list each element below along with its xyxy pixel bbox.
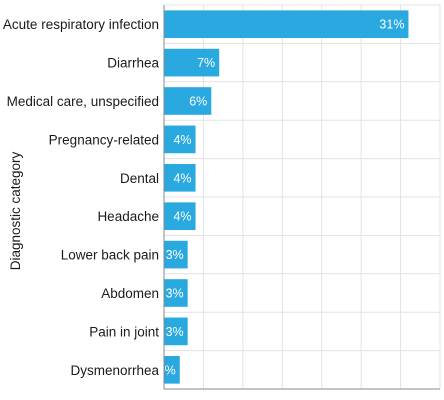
value-label: 3% bbox=[166, 325, 184, 339]
value-label: 3% bbox=[166, 248, 184, 262]
value-label: 4% bbox=[173, 133, 191, 147]
value-label: 3% bbox=[166, 287, 184, 301]
bar bbox=[164, 87, 212, 115]
value-labels: 31% 7% 6% 4% 4% 4% 3% 3% 3% 2% bbox=[158, 18, 405, 378]
category-label: Dental bbox=[120, 171, 159, 186]
category-label: Headache bbox=[97, 209, 159, 224]
value-label: 6% bbox=[189, 95, 207, 109]
value-label: 4% bbox=[173, 210, 191, 224]
bar bbox=[164, 10, 409, 39]
bar bbox=[164, 279, 188, 307]
category-label: Pain in joint bbox=[89, 324, 159, 339]
y-axis-title: Diagnostic category bbox=[8, 151, 23, 270]
bar bbox=[164, 48, 220, 77]
bar bbox=[164, 240, 188, 269]
category-label: Medical care, unspecified bbox=[7, 94, 159, 109]
bar bbox=[164, 355, 180, 384]
bar bbox=[164, 163, 196, 192]
category-label: Pregnancy-related bbox=[49, 132, 159, 147]
value-label: 31% bbox=[379, 18, 404, 32]
category-label: Diarrhea bbox=[107, 56, 159, 71]
value-label: 2% bbox=[158, 363, 176, 377]
bar bbox=[164, 202, 196, 231]
bar bbox=[164, 317, 188, 346]
bars bbox=[164, 10, 409, 384]
value-label: 4% bbox=[173, 171, 191, 185]
category-label: Abdomen bbox=[101, 286, 159, 301]
category-label: Dysmenorrhea bbox=[70, 363, 159, 378]
value-label: 7% bbox=[197, 56, 215, 70]
bar bbox=[164, 125, 196, 154]
category-label: Acute respiratory infection bbox=[3, 17, 159, 32]
category-labels: Acute respiratory infection Diarrhea Medic… bbox=[3, 17, 160, 378]
category-label: Lower back pain bbox=[61, 248, 159, 263]
